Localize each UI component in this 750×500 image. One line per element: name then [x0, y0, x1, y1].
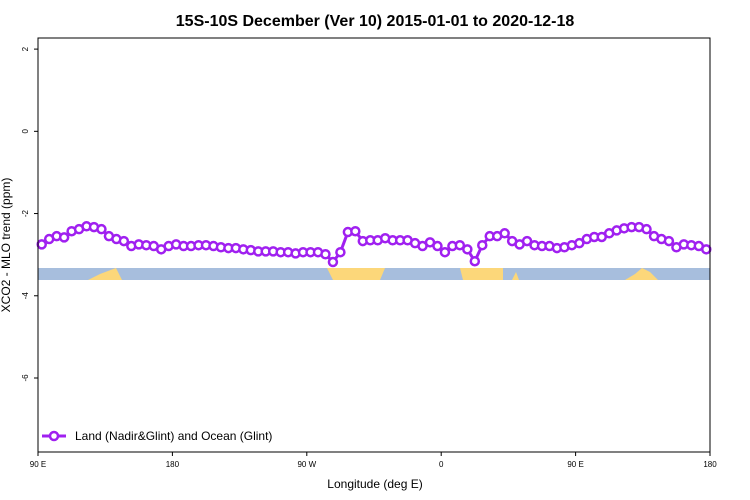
- y-tick-label: 2: [21, 46, 30, 51]
- data-point: [58, 232, 70, 243]
- chart-title: 15S-10S December (Ver 10) 2015-01-01 to …: [176, 13, 575, 30]
- land-band: [460, 268, 503, 280]
- data-point: [454, 239, 466, 251]
- data-point: [36, 239, 47, 250]
- data-point: [335, 246, 346, 258]
- y-axis-label: XCO2 - MLO trend (ppm): [0, 178, 13, 313]
- data-point: [439, 246, 451, 258]
- y-tick-label: -6: [21, 374, 30, 382]
- data-point: [350, 225, 361, 237]
- legend-label: Land (Nadir&Glint) and Ocean (Glint): [75, 429, 272, 443]
- data-point: [118, 235, 130, 247]
- data-point: [499, 228, 510, 239]
- x-tick-label: 90 E: [567, 460, 583, 469]
- y-tick-label: 0: [21, 129, 30, 134]
- data-point: [701, 244, 712, 255]
- data-point: [320, 249, 331, 260]
- data-point: [521, 235, 533, 247]
- x-axis-label: Longitude (deg E): [327, 477, 422, 491]
- land-band: [625, 268, 658, 280]
- data-point: [574, 237, 585, 249]
- data-point: [477, 239, 488, 251]
- y-tick-label: -2: [21, 209, 30, 217]
- land-ocean-band: [38, 268, 710, 280]
- data-point: [462, 244, 473, 255]
- data-point: [663, 235, 675, 247]
- land-band: [88, 268, 122, 280]
- x-tick-label: 180: [703, 460, 717, 469]
- data-point: [327, 256, 339, 268]
- data-point: [432, 240, 443, 252]
- x-tick-label: 90 E: [30, 460, 46, 469]
- x-tick-label: 90 W: [297, 460, 316, 469]
- data-point: [641, 223, 652, 235]
- land-band: [327, 268, 385, 280]
- plot-area: [36, 221, 712, 268]
- land-band: [512, 272, 519, 280]
- legend-marker: [48, 430, 60, 442]
- x-tick-label: 0: [439, 460, 444, 469]
- x-tick-label: 180: [166, 460, 180, 469]
- y-tick-label: -4: [21, 292, 30, 300]
- data-point: [469, 255, 481, 267]
- data-point: [96, 223, 107, 235]
- plot-frame: [37, 37, 711, 453]
